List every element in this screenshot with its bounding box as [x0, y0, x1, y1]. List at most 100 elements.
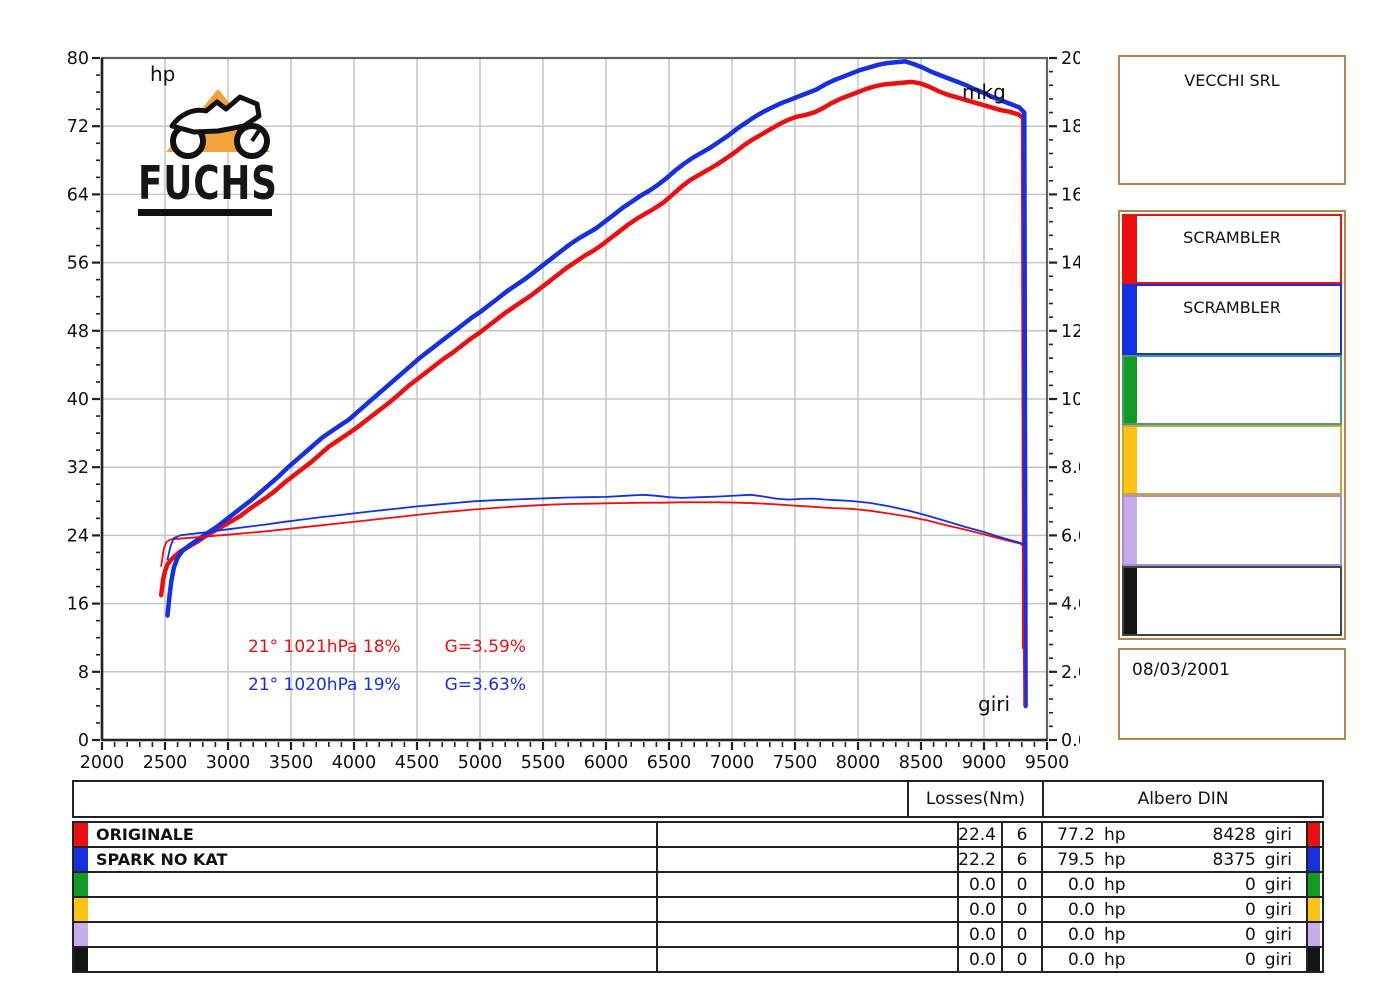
row-rpm-value: 0 [1244, 899, 1256, 920]
row-power-value: 0.0 [1067, 949, 1095, 970]
legend-entry-3 [1122, 424, 1342, 496]
svg-text:48: 48 [67, 322, 89, 342]
header-empty-cell [74, 782, 907, 816]
row-din-cell: 0.0 hp 0 giri [1041, 873, 1306, 896]
svg-text:18.0: 18.0 [1061, 117, 1080, 137]
series-originale-mkg [160, 501, 1026, 707]
legend-color-bar [1124, 426, 1137, 494]
header-albero-din: Albero DIN [1042, 782, 1322, 816]
grid-lines [102, 58, 1047, 740]
svg-text:3000: 3000 [206, 753, 251, 773]
svg-text:14.0: 14.0 [1061, 254, 1080, 274]
row-losses-value: 0.0 [957, 873, 1001, 896]
svg-text:6.0: 6.0 [1061, 526, 1080, 546]
svg-text:7500: 7500 [773, 753, 818, 773]
header-losses: Losses(Nm) [907, 782, 1042, 816]
row-losses-count: 0 [1001, 948, 1041, 971]
row-power-value: 0.0 [1067, 874, 1095, 895]
svg-text:12.0: 12.0 [1061, 322, 1080, 342]
legend-entry-label: SCRAMBLER [1183, 228, 1281, 247]
row-rpm-unit: giri [1264, 899, 1292, 920]
row-losses-value: 0.0 [957, 923, 1001, 946]
svg-text:6500: 6500 [647, 753, 692, 773]
row-din-cell: 0.0 hp 0 giri [1041, 948, 1306, 971]
row-losses-count: 0 [1001, 923, 1041, 946]
row-color-swatch-right [1306, 848, 1320, 871]
legend-entry-1: SCRAMBLER [1122, 284, 1342, 355]
legend-color-bar [1124, 286, 1137, 353]
motorcycle-icon [166, 89, 270, 159]
svg-text:6000: 6000 [584, 753, 629, 773]
test-date: 08/03/2001 [1132, 660, 1230, 680]
axis-tick-labels: 0 8 16 24 32 40 48 56 64 72 80 2000 2500 3000 3500 4000… [67, 49, 1080, 773]
svg-text:9000: 9000 [962, 753, 1007, 773]
svg-text:64: 64 [67, 185, 89, 205]
row-losses-count: 0 [1001, 898, 1041, 921]
row-power-value: 0.0 [1067, 899, 1095, 920]
row-rpm-value: 0 [1244, 874, 1256, 895]
legend-entry-label: SCRAMBLER [1183, 298, 1281, 318]
x-axis-unit-label: giri [978, 692, 1011, 716]
svg-text:2.0: 2.0 [1061, 663, 1080, 683]
row-rpm-unit: giri [1264, 949, 1292, 970]
svg-text:8: 8 [78, 663, 89, 683]
customer-box: VECCHI SRL [1118, 55, 1346, 185]
row-rpm-value: 0 [1244, 949, 1256, 970]
curves [158, 59, 1028, 709]
right-axis-unit-label: mkg [962, 80, 1006, 104]
legend-entry-5 [1122, 565, 1342, 636]
row-name-cell [88, 873, 656, 896]
table-row-4: 0.0 0 0.0 hp 0 giri [72, 921, 1324, 948]
legend-entry-2 [1122, 354, 1342, 425]
row-name-cell: ORIGINALE [96, 825, 194, 844]
row-din-cell: 79.5 hp 8375 giri [1041, 848, 1306, 871]
legend-entry-label [1124, 497, 1340, 509]
conditions-red-text: 21° 1021hPa 18% [248, 637, 401, 657]
series-spark-no-kat-mkg [166, 493, 1027, 709]
row-losses-count: 6 [1001, 848, 1041, 871]
row-name-cell: SPARK NO KAT [96, 850, 228, 869]
row-color-swatch-right [1306, 948, 1320, 971]
row-spacer-cell [656, 848, 957, 871]
svg-text:8000: 8000 [836, 753, 881, 773]
svg-text:0: 0 [78, 731, 89, 751]
svg-text:5500: 5500 [521, 753, 566, 773]
row-spacer-cell [656, 898, 957, 921]
conditions-blue-g: G=3.63% [444, 675, 526, 695]
date-box: 08/03/2001 [1118, 648, 1346, 740]
svg-text:80: 80 [67, 49, 89, 69]
brand-name: FUCHS [138, 156, 278, 210]
svg-text:5000: 5000 [458, 753, 503, 773]
row-color-swatch [74, 873, 88, 896]
row-din-cell: 77.2 hp 8428 giri [1041, 823, 1306, 846]
fuchs-logo: FUCHS [138, 88, 288, 216]
row-losses-value: 22.4 [957, 823, 1001, 846]
row-rpm-unit: giri [1264, 924, 1292, 945]
dyno-chart: 0 8 16 24 32 40 48 56 64 72 80 2000 2500 3000 3500 4000… [67, 49, 1080, 773]
legend-entry-label [1124, 357, 1340, 369]
row-color-swatch-right [1306, 873, 1320, 896]
row-color-swatch-right [1306, 823, 1320, 846]
row-spacer-cell [656, 948, 957, 971]
series-spark-no-kat-hp [165, 59, 1028, 709]
left-axis-unit-label: hp [150, 62, 176, 86]
row-color-swatch [74, 923, 88, 946]
row-din-cell: 0.0 hp 0 giri [1041, 923, 1306, 946]
row-power-value: 0.0 [1067, 924, 1095, 945]
row-losses-value: 0.0 [957, 898, 1001, 921]
row-din-cell: 0.0 hp 0 giri [1041, 898, 1306, 921]
row-power-unit: hp [1104, 949, 1126, 970]
legend-entry-label [1124, 568, 1340, 580]
conditions-red-g: G=3.59% [444, 637, 526, 657]
legend-color-bar [1124, 497, 1137, 564]
svg-text:2500: 2500 [143, 753, 188, 773]
row-color-swatch [74, 948, 88, 971]
svg-text:16: 16 [67, 595, 89, 615]
svg-text:3500: 3500 [269, 753, 314, 773]
table-row-5: 0.0 0 0.0 hp 0 giri [72, 946, 1324, 973]
svg-text:40: 40 [67, 390, 89, 410]
conditions-blue-text: 21° 1020hPa 19% [248, 675, 401, 695]
series-originale-hp [158, 79, 1027, 651]
legend-color-bar [1124, 567, 1137, 634]
svg-text:32: 32 [67, 458, 89, 478]
